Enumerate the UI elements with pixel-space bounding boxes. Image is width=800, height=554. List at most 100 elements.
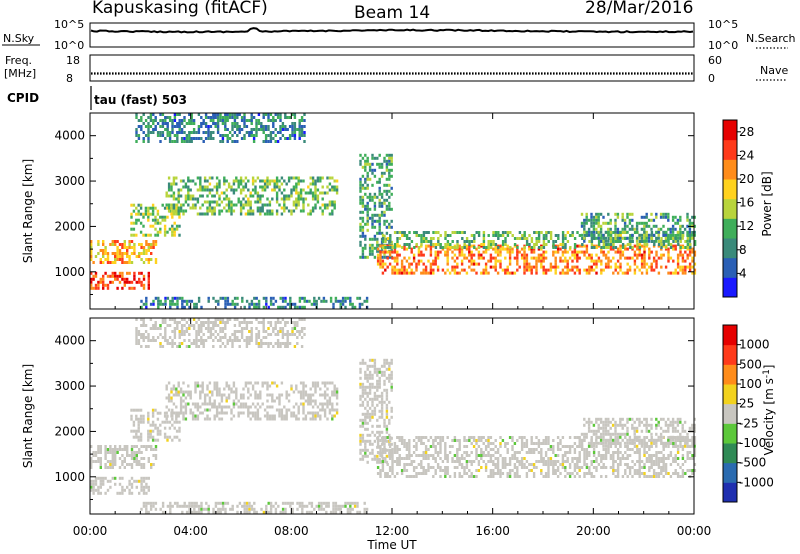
heatmap-cell [165, 384, 168, 388]
heatmap-cell [255, 339, 258, 342]
heatmap-cell [451, 256, 454, 260]
heatmap-cell [659, 215, 663, 219]
heatmap-cell [203, 176, 207, 180]
heatmap-cell [164, 333, 167, 336]
heatmap-cell [285, 414, 288, 418]
heatmap-cell [218, 209, 221, 213]
heatmap-cell [508, 463, 512, 466]
heatmap-cell [429, 271, 433, 275]
heatmap-cell [293, 327, 297, 330]
heatmap-cell [264, 134, 268, 137]
heatmap-cell [386, 475, 389, 478]
heatmap-cell [645, 268, 649, 272]
heatmap-cell [359, 201, 362, 205]
heatmap-cell [190, 299, 194, 303]
heatmap-cell [331, 408, 334, 412]
heatmap-cell [194, 203, 197, 207]
freq-right-tick-bottom: 0 [708, 72, 715, 85]
heatmap-cell [422, 442, 425, 445]
heatmap-cell [278, 185, 281, 189]
heatmap-cell [525, 243, 529, 246]
heatmap-cell [214, 299, 218, 303]
heatmap-cell [540, 246, 543, 249]
heatmap-cell [263, 203, 267, 207]
heatmap-cell [383, 171, 386, 175]
heatmap-cell [307, 399, 310, 403]
heatmap-cell [595, 253, 598, 257]
heatmap-cell [535, 268, 538, 272]
heatmap-cell [489, 256, 493, 260]
heatmap-cell [316, 197, 320, 201]
heatmap-cell [291, 321, 294, 324]
heatmap-cell [99, 451, 102, 454]
heatmap-cell [207, 116, 210, 119]
heatmap-cell [482, 256, 485, 260]
heatmap-cell [251, 384, 255, 388]
heatmap-cell [328, 408, 332, 412]
heatmap-cell [667, 233, 670, 237]
heatmap-cell [121, 261, 124, 264]
heatmap-cell [410, 247, 413, 251]
heatmap-cell [359, 433, 362, 437]
heatmap-cell [390, 162, 393, 166]
heatmap-cell [228, 137, 232, 140]
heatmap-cell [520, 457, 524, 460]
heatmap-cell [97, 485, 100, 489]
heatmap-cell [364, 204, 367, 208]
heatmap-cell [366, 448, 369, 452]
heatmap-cell [200, 321, 203, 324]
heatmap-cell [245, 125, 249, 128]
heatmap-cell [171, 302, 174, 306]
heatmap-cell [172, 209, 176, 213]
heatmap-cell [373, 439, 377, 443]
heatmap-cell [224, 299, 227, 303]
heatmap-cell [106, 451, 110, 454]
heatmap-cell [140, 116, 143, 119]
heatmap-cell [573, 253, 577, 257]
heatmap-cell [149, 131, 153, 134]
heatmap-cell [552, 472, 555, 475]
heatmap-cell [199, 411, 202, 415]
heatmap-cell [273, 414, 276, 418]
heatmap-cell [371, 451, 374, 455]
heatmap-cell [424, 247, 428, 251]
heatmap-cell [267, 125, 270, 128]
heatmap-cell [331, 203, 334, 207]
heatmap-cell [420, 253, 423, 257]
heatmap-cell [429, 240, 433, 243]
heatmap-cell [410, 250, 413, 254]
heatmap-cell [130, 212, 133, 216]
heatmap-cell [379, 451, 382, 454]
heatmap-cell [128, 454, 131, 457]
heatmap-cell [412, 469, 416, 472]
heatmap-cell [293, 302, 297, 306]
heatmap-cell [602, 221, 605, 225]
heatmap-cell [251, 176, 255, 180]
heatmap-cell [578, 436, 581, 439]
heatmap-cell [331, 390, 334, 394]
heatmap-cell [164, 122, 167, 125]
heatmap-cell [252, 134, 256, 137]
heatmap-cell [655, 215, 658, 219]
heatmap-cell [380, 231, 384, 235]
heatmap-cell [292, 414, 296, 418]
heatmap-cell [556, 265, 560, 269]
heatmap-cell [623, 218, 627, 222]
heatmap-cell [403, 268, 406, 272]
heatmap-cell [309, 399, 312, 403]
heatmap-cell [284, 345, 287, 348]
heatmap-cell [231, 333, 234, 336]
heatmap-cell [446, 259, 449, 263]
heatmap-cell [300, 131, 304, 134]
heatmap-cell [247, 387, 250, 391]
heatmap-cell [388, 367, 391, 371]
heatmap-cell [359, 153, 362, 157]
heatmap-cell [259, 393, 262, 397]
heatmap-cell [255, 296, 258, 300]
heatmap-cell [311, 381, 315, 385]
heatmap-cell [215, 384, 219, 388]
heatmap-cell [279, 119, 282, 122]
heatmap-cell [497, 237, 500, 240]
heatmap-cell [383, 252, 386, 256]
